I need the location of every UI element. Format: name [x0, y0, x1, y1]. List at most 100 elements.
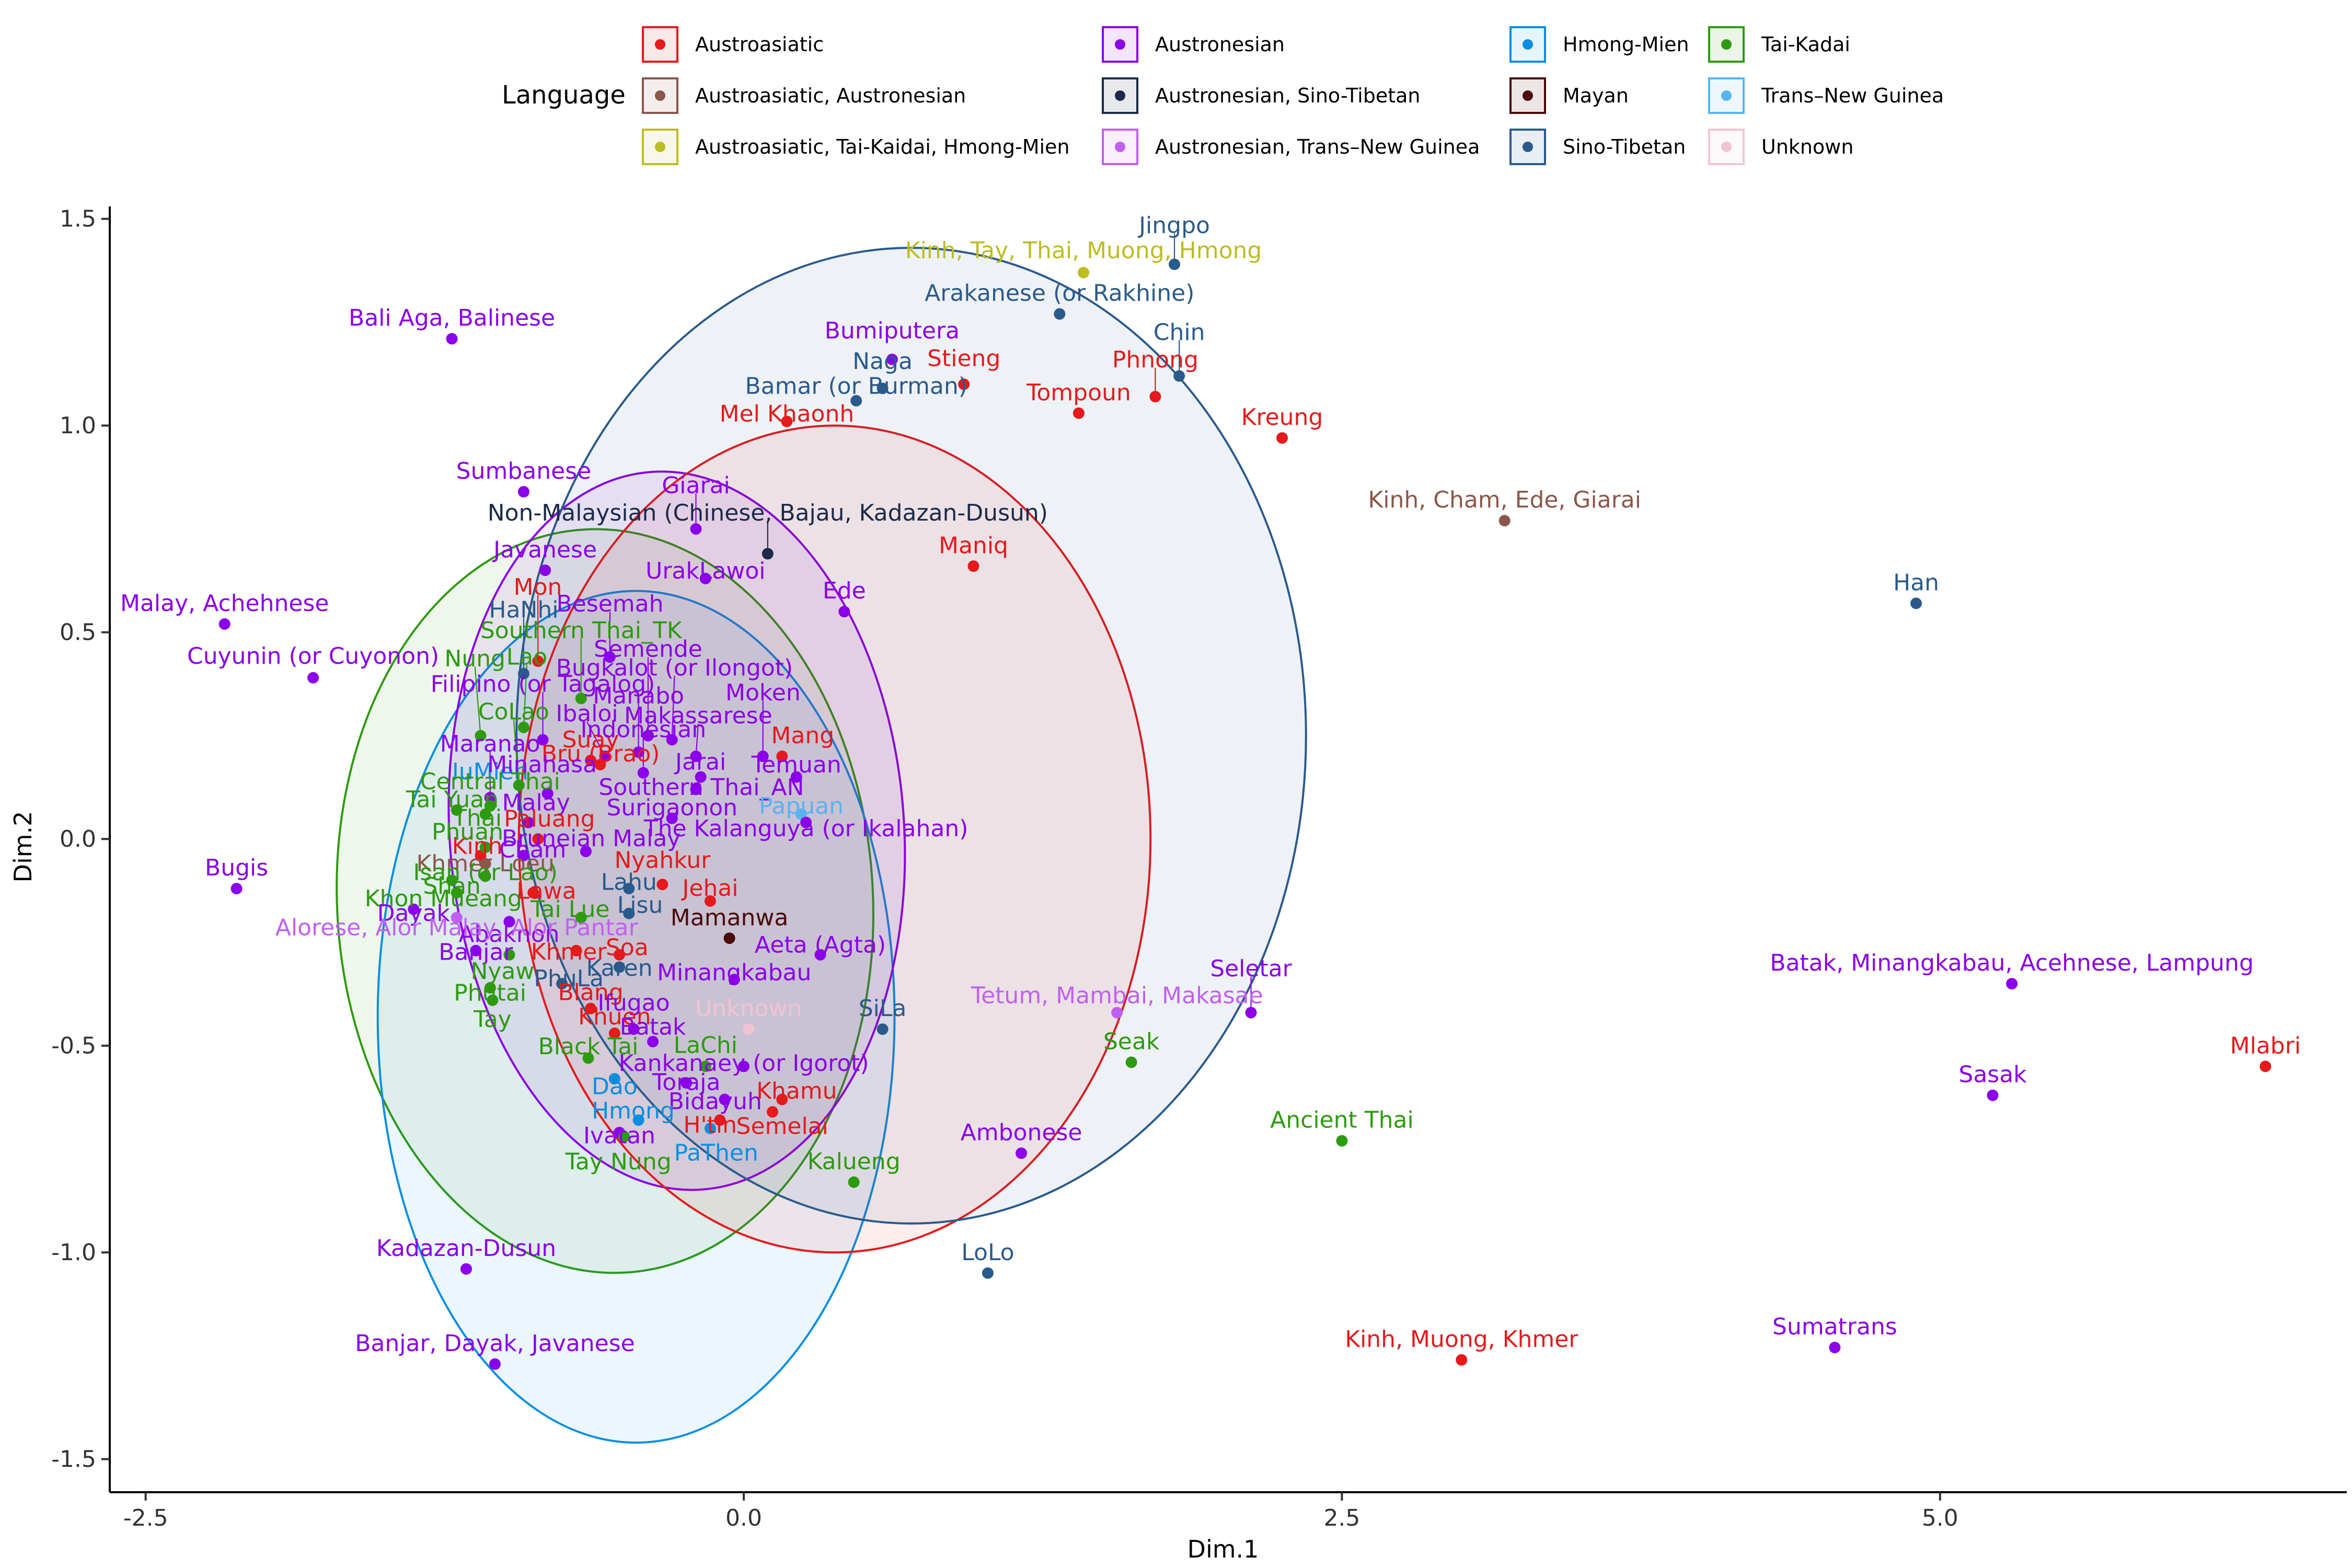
x-tick-label: -2.5	[123, 1505, 168, 1531]
point-label-sumatrans: Sumatrans	[1772, 1313, 1897, 1340]
point-batak	[647, 1035, 659, 1047]
legend-label-austroasiatic-tai-kaidai-hmong-mien: Austroasiatic, Tai-Kaidai, Hmong-Mien	[695, 135, 1070, 158]
legend-label-hmong-mien: Hmong-Mien	[1563, 33, 1689, 56]
point-label-soa: Soa	[606, 935, 649, 961]
point-javanese	[539, 564, 551, 577]
point-label-khmer: Khmer	[531, 939, 607, 965]
point-label-h-tin: H'tin	[683, 1112, 737, 1138]
point-filipino-or-tagalog	[537, 734, 549, 746]
point-label-bugis: Bugis	[205, 855, 268, 881]
point-label-kinh-muong-khmer: Kinh, Muong, Khmer	[1345, 1326, 1578, 1353]
point-label-mang: Mang	[771, 722, 834, 749]
point-label-thai: Thai	[452, 805, 502, 832]
point-label-tompoun: Tompoun	[1026, 379, 1131, 406]
confidence-ellipses	[336, 247, 1307, 1444]
point-chin	[1173, 370, 1185, 382]
point-semelai	[766, 1106, 778, 1118]
point-bamar-or-burman	[850, 395, 862, 407]
point-lolo	[982, 1267, 994, 1279]
legend-item-hmong-mien: Hmong-Mien	[1509, 26, 1689, 63]
point-maranao	[484, 792, 496, 804]
y-tick-label: -0.5	[51, 1033, 96, 1059]
point-label-javanese: Javanese	[492, 536, 597, 563]
point-phutai	[484, 982, 496, 994]
point-phuan	[479, 841, 491, 854]
point-label-kalueng: Kalueng	[808, 1148, 901, 1175]
point-mang	[776, 751, 788, 763]
point-label-kankanaey-or-igorot: Kankanaey (or Igorot)	[619, 1050, 869, 1077]
point-black-tai	[582, 1052, 594, 1064]
point-label-jingpo: Jingpo	[1137, 212, 1210, 239]
point-label-black-tai: Black Tai	[538, 1033, 639, 1060]
point-nyaw	[503, 949, 515, 961]
point-label-tai-yuan: Tai Yuan	[406, 787, 499, 813]
point-label-minangkabau: Minangkabau	[657, 960, 811, 986]
legend-dot-austronesian-sino-tibetan	[1115, 90, 1125, 101]
point-label-colao: CoLao	[478, 699, 549, 725]
point-label-suay: Suay	[562, 727, 619, 753]
point-isan-or-lao	[479, 870, 491, 882]
legend-item-austroasiatic: Austroasiatic	[642, 26, 824, 63]
point-label-stieng: Stieng	[927, 345, 1000, 372]
point-label-tay-nung: Tay Nung	[564, 1148, 671, 1175]
point-lachi	[699, 1060, 711, 1073]
point-banjar	[470, 944, 482, 956]
y-axis-title: Dim.2	[9, 811, 37, 883]
point-label-seak: Seak	[1103, 1028, 1160, 1055]
point-label-indonesian: Indonesian	[580, 716, 706, 743]
point-temuan	[790, 771, 802, 783]
point-mel-khaonh	[781, 416, 793, 428]
data-points	[218, 258, 2272, 1370]
point-label-lawa: Lawa	[516, 878, 576, 905]
point-khamu	[776, 1093, 788, 1105]
point-karen	[614, 961, 626, 973]
point-label-tai-lue: Tai Lue	[530, 896, 609, 923]
point-tay-nung	[618, 1131, 630, 1143]
point-label-hanhi: HaNhi	[489, 596, 558, 623]
point-hmong	[632, 1114, 644, 1126]
point-label-abaknon: Abaknon	[458, 921, 559, 948]
point-label-nyahkur: Nyahkur	[614, 847, 711, 874]
point-label-khamu: Khamu	[756, 1078, 837, 1104]
point-label-mamanwa: Mamanwa	[671, 904, 789, 931]
point-malay	[523, 816, 535, 828]
legend-dot-hmong-mien	[1523, 39, 1533, 50]
point-lawa	[527, 887, 539, 899]
point-label-phula: PhuLa	[534, 965, 604, 992]
point-kalueng	[848, 1176, 860, 1188]
point-label-khon-mueang: Khon Mueang	[365, 885, 522, 912]
point-cuyunin-or-cuyonon	[307, 672, 319, 684]
point-label-lolo: LoLo	[961, 1239, 1014, 1266]
point-h-tin	[714, 1114, 726, 1126]
point-label-cuyunin-or-cuyonon: Cuyunin (or Cuyonon)	[187, 643, 439, 670]
point-seak	[1125, 1056, 1137, 1068]
point-label-manabo: Manabo	[593, 683, 684, 709]
point-label-mon: Mon	[514, 574, 562, 601]
point-label-blang: Blang	[558, 979, 623, 1006]
point-kinh-tay-thai-muong-hmong	[1078, 267, 1090, 279]
point-label-lachi: LaChi	[674, 1032, 737, 1058]
point-stieng	[958, 378, 970, 390]
point-label-jehai: Jehai	[681, 875, 738, 902]
point-makassarese	[690, 751, 702, 763]
point-label-surigaonon: Surigaonon	[606, 794, 737, 821]
point-label-temuan: Temuan	[751, 752, 841, 778]
point-dao	[608, 1073, 620, 1085]
point-label-karen: Karen	[586, 955, 652, 982]
point-bruneian-malay	[580, 845, 592, 857]
legend-item-sino-tibetan: Sino-Tibetan	[1509, 129, 1686, 165]
point-lahu	[623, 883, 635, 895]
point-label-mel-khaonh: Mel Khaonh	[720, 400, 855, 427]
point-label-unknown: Unknown	[695, 995, 802, 1022]
point-banjar-dayak-javanese	[489, 1358, 501, 1370]
point-label-central-thai: Central Thai	[420, 768, 560, 795]
point-label-banjar: Banjar	[439, 939, 513, 966]
point-label-toraja: Toraja	[652, 1069, 721, 1096]
point-label-maniq: Maniq	[939, 533, 1008, 559]
point-label-iumien: IuMien	[452, 758, 528, 785]
point-kreung	[1276, 432, 1288, 444]
legend-label-austroasiatic-austronesian: Austroasiatic, Austronesian	[695, 84, 966, 107]
legend-item-austroasiatic-austronesian: Austroasiatic, Austronesian	[642, 77, 966, 114]
point-label-lahu: Lahu	[601, 869, 657, 895]
